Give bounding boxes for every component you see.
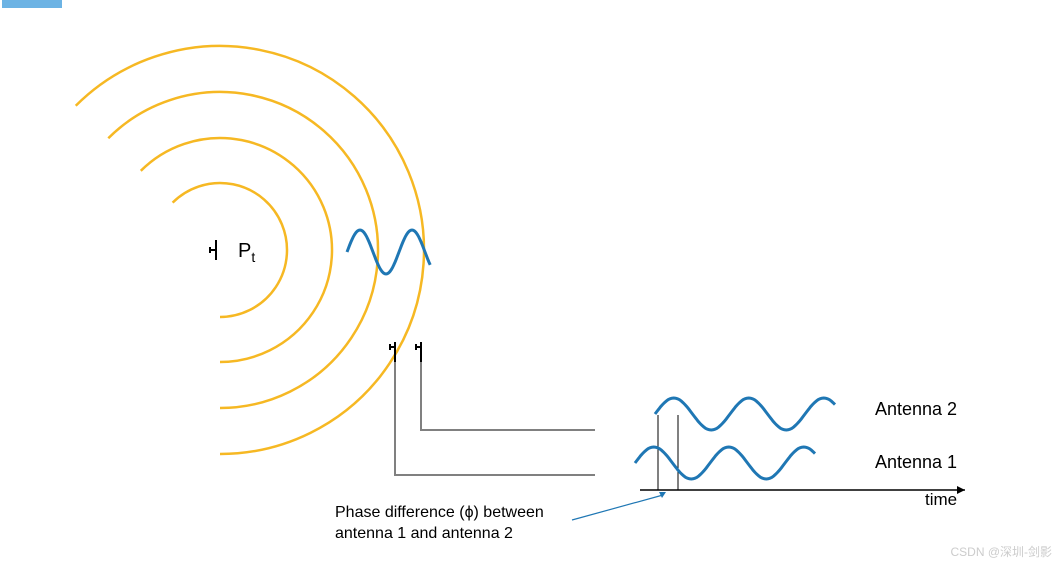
antenna2-label: Antenna 2 bbox=[875, 399, 957, 420]
phase-difference-caption: Phase difference (ϕ) between antenna 1 a… bbox=[335, 503, 544, 545]
watermark: CSDN @深圳-剑影 bbox=[950, 543, 1052, 560]
transmitter-label: Pt bbox=[238, 240, 255, 265]
antenna1-label: Antenna 1 bbox=[875, 452, 957, 473]
diagram-svg bbox=[0, 0, 1062, 566]
diagram: Pt Phase difference (ϕ) between antenna … bbox=[0, 0, 1062, 566]
time-axis-label: time bbox=[925, 490, 957, 510]
